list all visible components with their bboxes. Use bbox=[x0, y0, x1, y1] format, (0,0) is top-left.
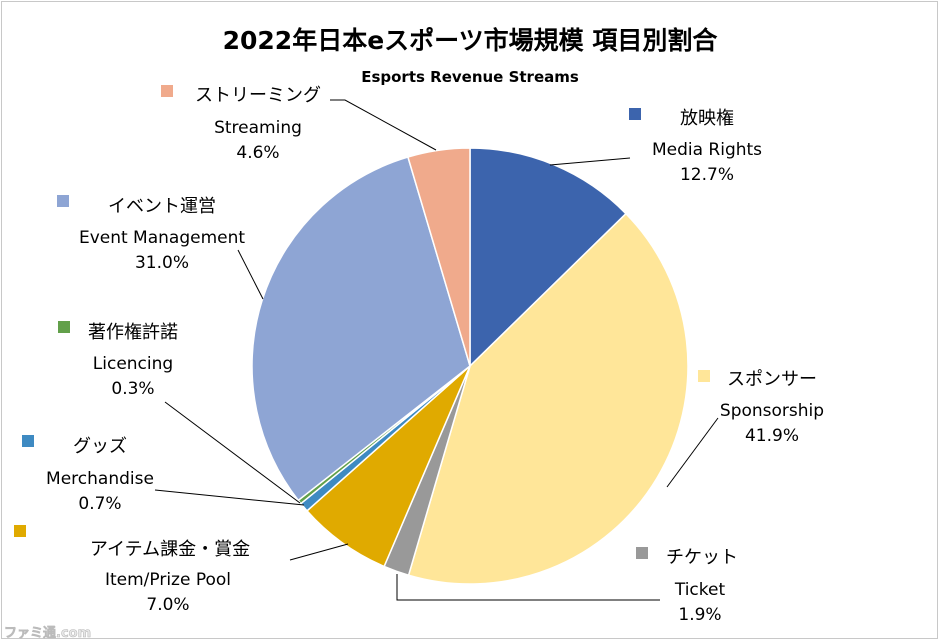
pie-slice-6 bbox=[251, 156, 471, 502]
slice-label-pct-6: 31.0% bbox=[135, 253, 189, 273]
pie-slices bbox=[251, 147, 689, 585]
slice-marker-5 bbox=[58, 321, 70, 333]
slice-label-en-2: Ticket bbox=[674, 580, 726, 600]
slice-label-jp-3: アイテム課金・賞金 bbox=[90, 539, 250, 560]
slice-label-jp-7: ストリーミング bbox=[195, 85, 321, 106]
slice-label-pct-0: 12.7% bbox=[680, 165, 734, 185]
slice-label-jp-2: チケット bbox=[666, 547, 738, 568]
slice-label-jp-5: 著作権許諾 bbox=[88, 322, 178, 343]
slice-marker-2 bbox=[636, 547, 648, 559]
pie-slice-7 bbox=[406, 147, 471, 367]
slice-label-pct-4: 0.7% bbox=[78, 494, 121, 514]
slice-label-en-7: Streaming bbox=[214, 118, 302, 138]
slice-label-jp-4: グッズ bbox=[73, 436, 127, 457]
slice-label-jp-6: イベント運営 bbox=[108, 196, 216, 217]
chart-subtitle: Esports Revenue Streams bbox=[361, 68, 579, 86]
leader-line-7 bbox=[330, 99, 437, 151]
slice-label-en-5: Licencing bbox=[93, 354, 173, 374]
slice-marker-6 bbox=[57, 195, 69, 207]
pie-slice-1 bbox=[407, 212, 689, 585]
slice-marker-3 bbox=[14, 525, 26, 537]
leader-line-4 bbox=[154, 489, 305, 506]
slice-label-pct-3: 7.0% bbox=[146, 595, 189, 615]
slice-marker-7 bbox=[161, 85, 173, 97]
slice-label-pct-5: 0.3% bbox=[111, 379, 154, 399]
slice-label-en-1: Sponsorship bbox=[720, 401, 824, 421]
slice-label-pct-7: 4.6% bbox=[236, 143, 279, 163]
leader-line-2 bbox=[396, 574, 660, 601]
leader-line-6 bbox=[237, 249, 264, 300]
slice-label-jp-0: 放映権 bbox=[680, 108, 734, 129]
leader-line-3 bbox=[289, 543, 349, 561]
slice-label-en-3: Item/Prize Pool bbox=[105, 570, 231, 590]
leader-line-1 bbox=[666, 417, 719, 488]
slice-label-en-6: Event Management bbox=[79, 228, 245, 248]
slice-label-en-4: Merchandise bbox=[46, 469, 154, 489]
slice-label-en-0: Media Rights bbox=[652, 140, 762, 160]
leader-line-media-rights bbox=[549, 157, 631, 166]
slice-label-pct-2: 1.9% bbox=[678, 605, 721, 625]
slice-marker-1 bbox=[698, 370, 710, 382]
pie-slice-0 bbox=[469, 147, 628, 368]
slice-marker-4 bbox=[22, 435, 34, 447]
slice-label-pct-1: 41.9% bbox=[745, 426, 799, 446]
slice-label-jp-1: スポンサー bbox=[727, 369, 817, 390]
slice-marker-0 bbox=[629, 108, 641, 120]
watermark: ファミ通.com bbox=[4, 625, 91, 641]
chart-title: 2022年日本eスポーツ市場規模 項目別割合 bbox=[223, 26, 719, 55]
leader-lines bbox=[154, 99, 719, 601]
slice-labels: 放映権 Media Rights 12.7% スポンサー Sponsorship 41.9… bbox=[14, 85, 824, 625]
leader-line-5 bbox=[164, 401, 301, 504]
